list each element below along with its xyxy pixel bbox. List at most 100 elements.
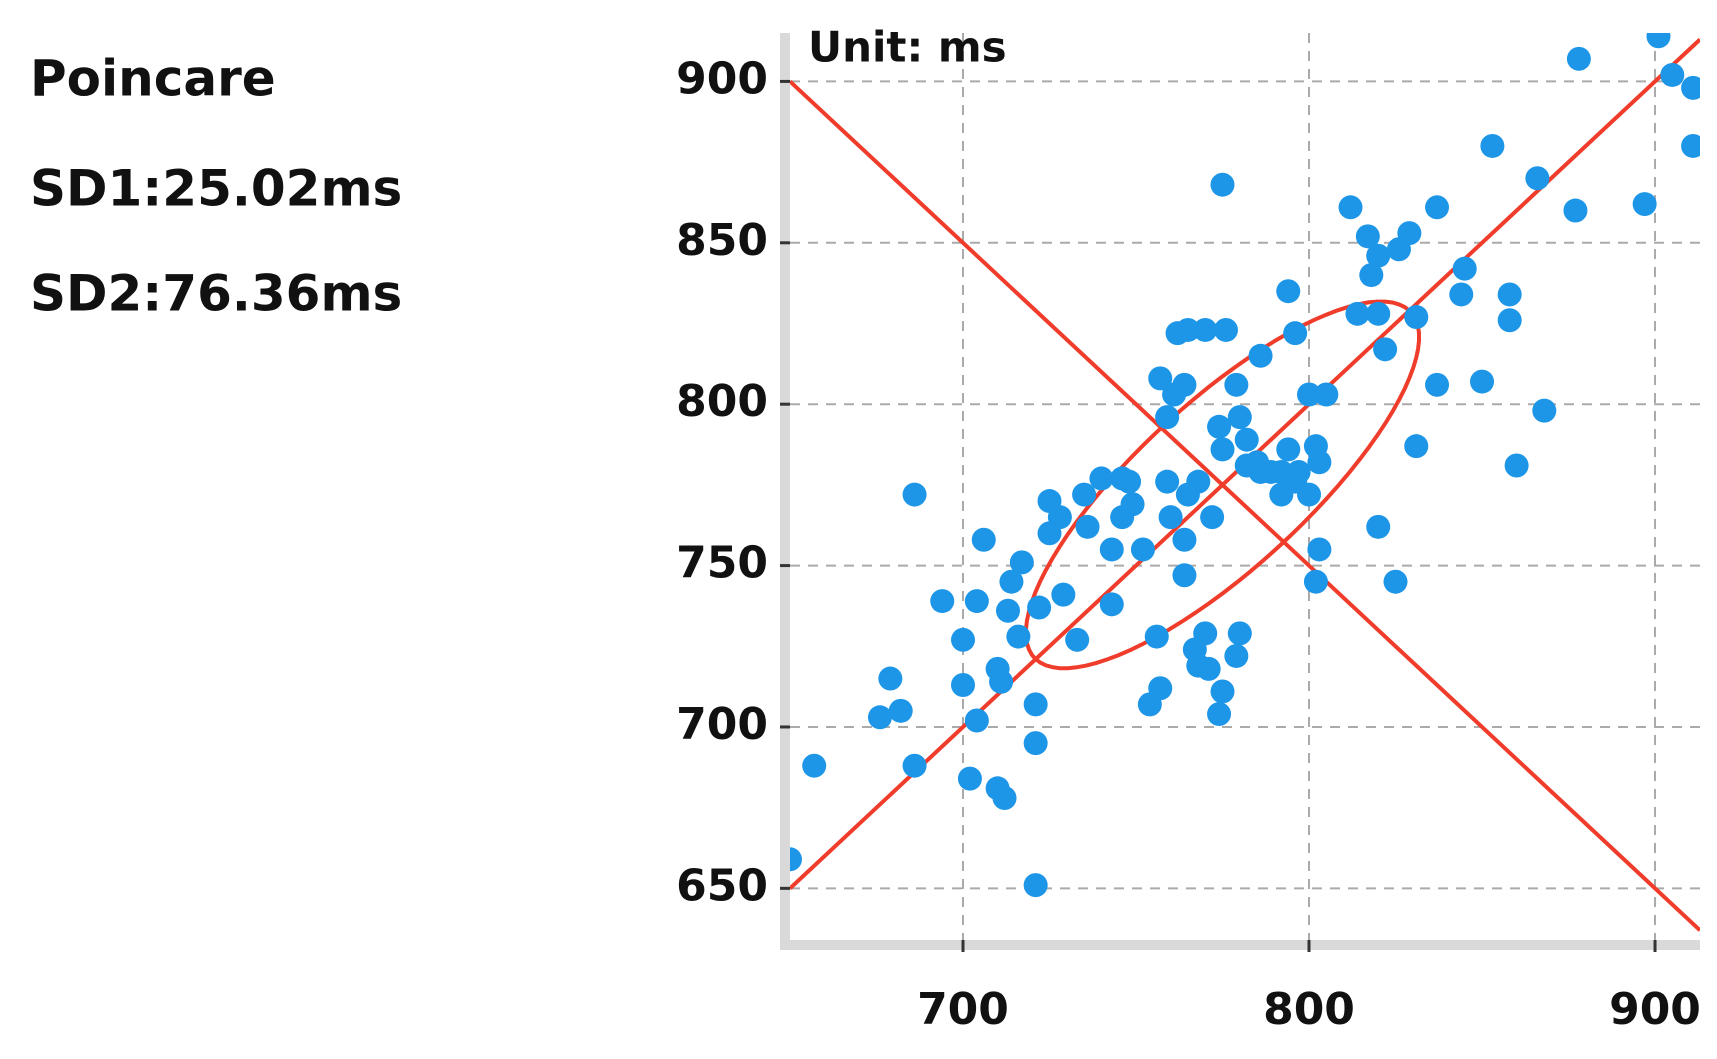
point: [1224, 372, 1249, 397]
y-tick-label: 650: [676, 860, 768, 911]
point: [1497, 282, 1522, 307]
point: [1307, 537, 1332, 562]
point: [1366, 301, 1391, 326]
point: [1227, 405, 1252, 430]
point: [1532, 398, 1557, 423]
point: [1297, 382, 1322, 407]
point: [964, 708, 989, 733]
point: [1248, 459, 1273, 484]
point: [1148, 366, 1173, 391]
point: [951, 627, 976, 652]
point: [1023, 873, 1048, 898]
x-tick-label: 700: [917, 984, 1009, 1035]
chart-title: Poincare: [30, 50, 276, 108]
point: [1373, 337, 1398, 362]
point: [1366, 243, 1391, 268]
point: [1023, 692, 1048, 717]
point: [1286, 459, 1311, 484]
point: [1207, 702, 1232, 727]
point: [971, 527, 996, 552]
point: [1051, 582, 1076, 607]
point: [1314, 382, 1339, 407]
point: [1227, 621, 1252, 646]
point: [1047, 505, 1072, 530]
point: [1207, 414, 1232, 439]
point: [1525, 166, 1550, 191]
point: [1089, 466, 1114, 491]
reference-lines: [790, 37, 1700, 932]
point: [1009, 550, 1034, 575]
point: [902, 753, 927, 778]
point: [1006, 624, 1031, 649]
point: [930, 589, 955, 614]
point: [1023, 731, 1048, 756]
point: [1566, 46, 1591, 71]
point: [1646, 33, 1671, 49]
y-tick-label: 800: [676, 376, 768, 427]
point: [1224, 643, 1249, 668]
point: [957, 766, 982, 791]
y-tick-label: 900: [676, 53, 768, 104]
point: [1355, 224, 1380, 249]
point: [1345, 301, 1370, 326]
point: [790, 847, 802, 872]
y-tick-label: 750: [676, 538, 768, 589]
point: [1276, 279, 1301, 304]
point: [1297, 482, 1322, 507]
point: [1186, 653, 1211, 678]
point: [1359, 263, 1384, 288]
point: [1172, 527, 1197, 552]
point: [1234, 427, 1259, 452]
point: [1470, 369, 1495, 394]
point: [1480, 133, 1505, 158]
point: [1425, 372, 1450, 397]
point: [1186, 469, 1211, 494]
point: [1213, 317, 1238, 342]
unit-label: Unit: ms: [808, 23, 1007, 72]
point: [995, 598, 1020, 623]
point: [1269, 459, 1294, 484]
point: [1269, 482, 1294, 507]
y-tick-label: 700: [676, 699, 768, 750]
point: [1681, 75, 1700, 100]
point: [989, 669, 1014, 694]
point: [1660, 62, 1685, 87]
grid: [780, 33, 1700, 952]
point: [1383, 569, 1408, 594]
point: [1307, 450, 1332, 475]
point: [1193, 621, 1218, 646]
point: [992, 785, 1017, 810]
point: [1075, 514, 1100, 539]
point: [1155, 469, 1180, 494]
point: [1099, 537, 1124, 562]
point: [1404, 305, 1429, 330]
point: [1397, 221, 1422, 246]
point: [867, 705, 892, 730]
point: [1497, 308, 1522, 333]
point: [1172, 563, 1197, 588]
point: [1563, 198, 1588, 223]
point: [1276, 437, 1301, 462]
point: [1303, 569, 1328, 594]
point: [1210, 679, 1235, 704]
point: [1110, 466, 1135, 491]
point: [1248, 343, 1273, 368]
point: [964, 589, 989, 614]
point: [888, 698, 913, 723]
point: [1155, 405, 1180, 430]
point: [1338, 195, 1363, 220]
point: [1425, 195, 1450, 220]
point: [1404, 434, 1429, 459]
point: [1200, 505, 1225, 530]
y-axis-bar: [780, 33, 790, 945]
point: [1681, 133, 1700, 158]
point: [1366, 514, 1391, 539]
point: [1210, 172, 1235, 197]
point: [1449, 282, 1474, 307]
perpendicular-line: [790, 79, 1700, 932]
point: [1283, 321, 1308, 346]
point: [1144, 624, 1169, 649]
sd1-label: SD1:25.02ms: [30, 160, 402, 218]
